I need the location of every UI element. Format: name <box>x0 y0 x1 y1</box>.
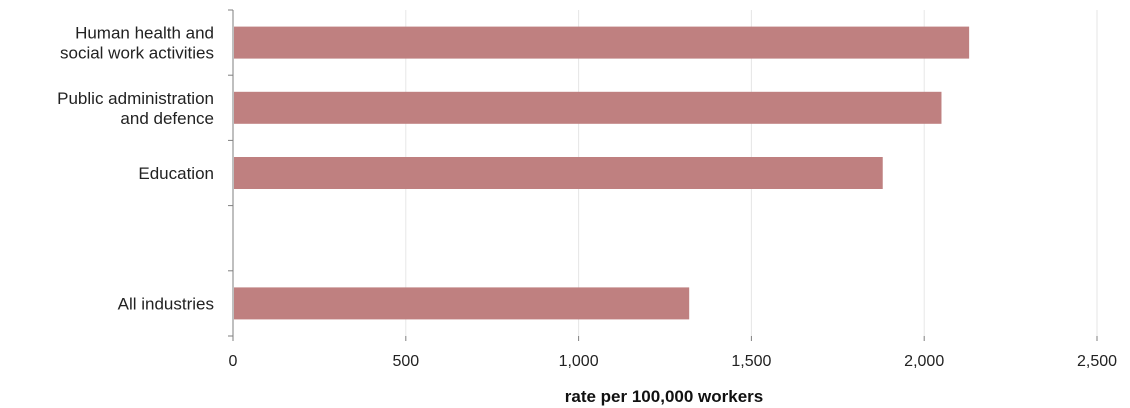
category-label-line: and defence <box>120 109 214 128</box>
category-label: Public administration and defence <box>57 89 214 128</box>
category-label-line: All industries <box>118 294 214 313</box>
category-labels: Human health and social work activities Pu… <box>57 24 214 314</box>
category-label-line: social work activities <box>60 44 214 63</box>
bar <box>234 91 942 124</box>
category-label: Human health and social work activities <box>60 24 214 63</box>
x-tick-label: 1,000 <box>559 353 599 370</box>
x-axis-title: rate per 100,000 workers <box>565 387 763 406</box>
bar <box>234 157 883 189</box>
category-label-line: Education <box>138 164 214 183</box>
bar <box>234 287 690 320</box>
x-tick-label: 2,000 <box>904 353 944 370</box>
x-tick-label: 2,500 <box>1077 353 1117 370</box>
x-tick-label: 500 <box>392 353 419 370</box>
bars <box>234 26 970 320</box>
x-tick-label: 0 <box>229 353 238 370</box>
x-tick-label: 1,500 <box>731 353 771 370</box>
bar <box>234 26 970 59</box>
category-label-line: Human health and <box>75 24 214 43</box>
category-label-line: Public administration <box>57 89 214 108</box>
category-label: All industries <box>118 294 214 313</box>
axes <box>228 9 1098 341</box>
category-label: Education <box>138 164 214 183</box>
x-tick-labels: 0 500 1,000 1,500 2,000 2,500 <box>229 353 1118 370</box>
